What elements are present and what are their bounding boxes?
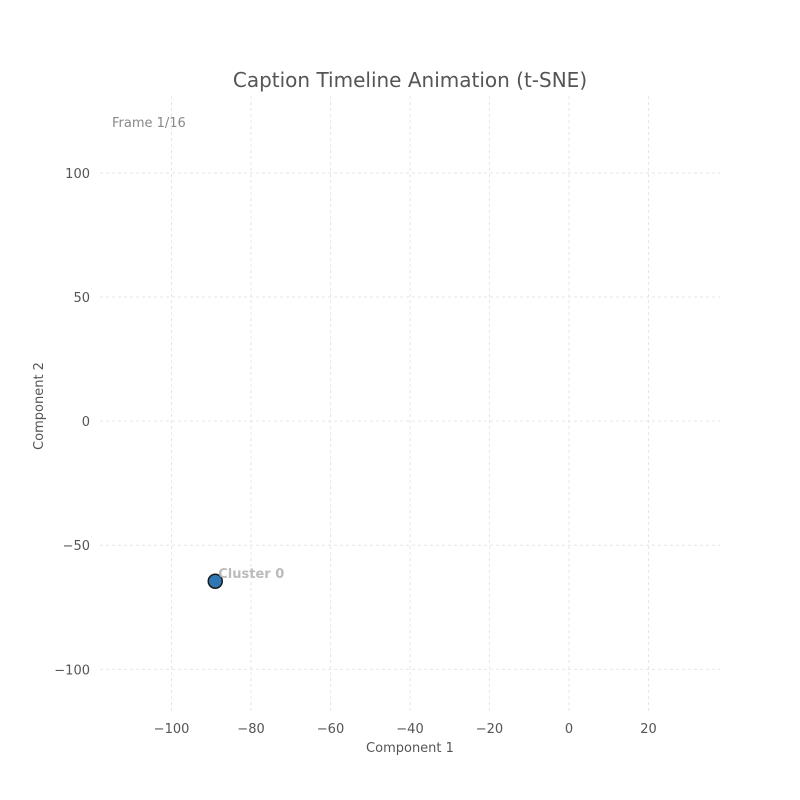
grid [100, 96, 720, 714]
x-tick-label: −60 [317, 722, 344, 737]
data-point [207, 573, 224, 589]
y-axis-label: Component 2 [32, 362, 47, 450]
x-tick-label: −40 [396, 722, 423, 737]
y-tick-label: −100 [54, 663, 90, 678]
y-tick-label: 0 [82, 415, 90, 430]
tick-labels: −100 −80 −60 −40 −20 0 20 100 50 0 −50 −100 [54, 167, 656, 737]
data-points: Cluster 0 [207, 567, 284, 589]
x-tick-label: −80 [237, 722, 264, 737]
y-tick-label: −50 [63, 539, 90, 554]
y-tick-label: 100 [65, 167, 90, 182]
x-tick-label: 20 [640, 722, 657, 737]
frame-label: Frame 1/16 [112, 116, 186, 131]
y-tick-label: 50 [73, 291, 90, 306]
x-tick-label: −20 [476, 722, 503, 737]
x-tick-label: 0 [565, 722, 573, 737]
point-label: Cluster 0 [218, 567, 284, 582]
x-axis-label: Component 1 [366, 741, 454, 756]
x-tick-label: −100 [154, 722, 190, 737]
chart-title: Caption Timeline Animation (t-SNE) [233, 68, 587, 92]
